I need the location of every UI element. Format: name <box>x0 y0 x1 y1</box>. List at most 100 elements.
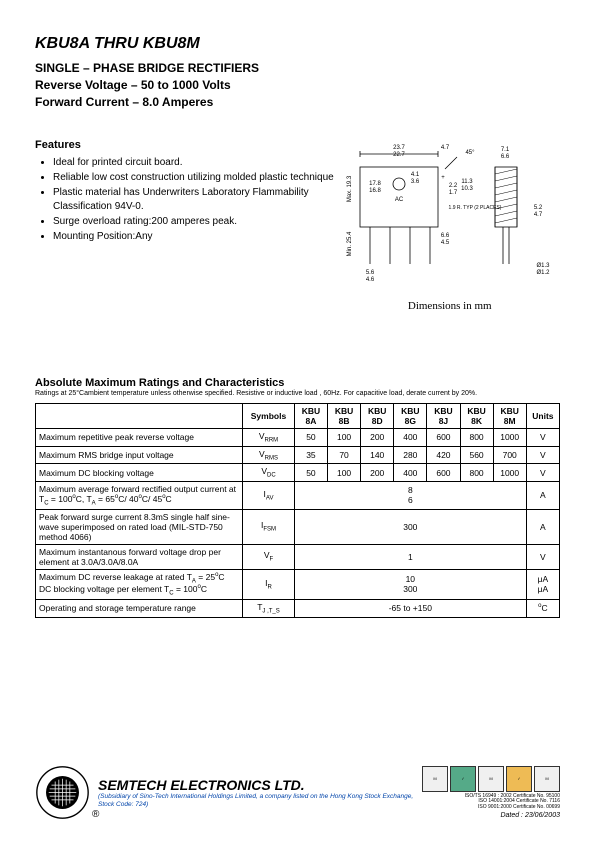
value-cell: 70 <box>328 446 361 464</box>
feature-item: Reliable low cost construction utilizing… <box>53 171 340 185</box>
unit-cell: V <box>526 446 559 464</box>
ratings-table: Symbols KBU 8A KBU 8B KBU 8D KBU 8G KBU … <box>35 403 560 618</box>
svg-text:17.8: 17.8 <box>369 181 381 187</box>
th-8a: KBU 8A <box>294 404 327 429</box>
symbol-cell: IR <box>243 569 295 599</box>
svg-text:6.6: 6.6 <box>501 154 510 160</box>
value-cell: 100 <box>328 464 361 482</box>
unit-cell: oC <box>526 600 559 618</box>
subtitle-2: Reverse Voltage – 50 to 1000 Volts <box>35 78 560 92</box>
value-cell: 600 <box>427 464 460 482</box>
svg-text:4.6: 4.6 <box>366 277 375 283</box>
features-section: Features Ideal for printed circuit board… <box>35 139 560 312</box>
symbol-cell: TJ ,T_S <box>243 600 295 618</box>
value-cell: 50 <box>294 429 327 447</box>
svg-text:4.1: 4.1 <box>411 172 420 178</box>
th-8j: KBU 8J <box>427 404 460 429</box>
svg-text:4.7: 4.7 <box>534 212 543 218</box>
svg-text:7.1: 7.1 <box>501 147 510 153</box>
svg-text:11.3: 11.3 <box>461 179 473 185</box>
svg-text:6.6: 6.6 <box>441 233 450 239</box>
th-blank <box>36 404 243 429</box>
svg-text:3.6: 3.6 <box>411 179 420 185</box>
value-cell: 800 <box>460 429 493 447</box>
svg-text:45°: 45° <box>465 150 475 156</box>
value-cell: 140 <box>361 446 394 464</box>
value-span-cell: 86 <box>294 482 526 510</box>
table-row: Maximum average forward rectified output… <box>36 482 560 510</box>
symbol-cell: VRMS <box>243 446 295 464</box>
company-logo-icon <box>35 765 90 820</box>
package-diagram: 23.7 22.7 4.7 45° 7.1 6.6 4.1 3.6 Max. 1… <box>340 139 561 312</box>
param-cell: Maximum RMS bridge input voltage <box>36 446 243 464</box>
svg-text:Ø1.2: Ø1.2 <box>536 270 550 276</box>
ratings-subtext: Ratings at 25°Cambient temperature unles… <box>35 390 560 397</box>
th-8d: KBU 8D <box>361 404 394 429</box>
unit-cell: A <box>526 482 559 510</box>
svg-text:2.2: 2.2 <box>449 183 458 189</box>
value-span-cell: 300 <box>294 509 526 544</box>
value-cell: 400 <box>394 429 427 447</box>
value-cell: 420 <box>427 446 460 464</box>
subtitle-1: SINGLE – PHASE BRIDGE RECTIFIERS <box>35 61 560 75</box>
value-cell: 700 <box>493 446 526 464</box>
svg-text:1.7: 1.7 <box>449 190 458 196</box>
th-units: Units <box>526 404 559 429</box>
table-row: Maximum instantanous forward voltage dro… <box>36 544 560 569</box>
value-cell: 200 <box>361 429 394 447</box>
param-cell: Maximum repetitive peak reverse voltage <box>36 429 243 447</box>
value-span-cell: -65 to +150 <box>294 600 526 618</box>
value-cell: 800 <box>460 464 493 482</box>
value-span-cell: 1 <box>294 544 526 569</box>
value-cell: 1000 <box>493 429 526 447</box>
param-cell: Peak forward surge current 8.3mS single … <box>36 509 243 544</box>
dimensions-label: Dimensions in mm <box>340 300 561 312</box>
symbol-cell: VDC <box>243 464 295 482</box>
page-title: KBU8A THRU KBU8M <box>35 35 560 53</box>
table-row: Maximum DC blocking voltageVDC5010020040… <box>36 464 560 482</box>
feature-item: Ideal for printed circuit board. <box>53 156 340 170</box>
th-8k: KBU 8K <box>460 404 493 429</box>
feature-item: Surge overload rating:200 amperes peak. <box>53 215 340 229</box>
table-row: Maximum repetitive peak reverse voltageV… <box>36 429 560 447</box>
th-8g: KBU 8G <box>394 404 427 429</box>
svg-text:5.2: 5.2 <box>534 205 543 211</box>
svg-text:16.8: 16.8 <box>369 188 381 194</box>
cert-badge-icon: ✓ <box>506 766 532 792</box>
value-cell: 100 <box>328 429 361 447</box>
param-cell: Maximum instantanous forward voltage dro… <box>36 544 243 569</box>
symbol-cell: IAV <box>243 482 295 510</box>
footer: SEMTECH ELECTRONICS LTD. (Subsidiary of … <box>35 765 560 820</box>
value-cell: 560 <box>460 446 493 464</box>
unit-cell: V <box>526 464 559 482</box>
value-cell: 280 <box>394 446 427 464</box>
svg-text:AC: AC <box>395 197 404 203</box>
table-row: Operating and storage temperature rangeT… <box>36 600 560 618</box>
th-8b: KBU 8B <box>328 404 361 429</box>
svg-text:23.7: 23.7 <box>393 145 405 151</box>
cert-badge-icon: M <box>422 766 448 792</box>
symbol-cell: VRRM <box>243 429 295 447</box>
svg-text:+: + <box>441 175 445 181</box>
table-row: Maximum DC reverse leakage at rated TA =… <box>36 569 560 599</box>
th-symbols: Symbols <box>243 404 295 429</box>
feature-item: Plastic material has Underwriters Labora… <box>53 186 340 214</box>
cert-badge-icon: M <box>478 766 504 792</box>
table-row: Peak forward surge current 8.3mS single … <box>36 509 560 544</box>
subtitle-3: Forward Current – 8.0 Amperes <box>35 95 560 109</box>
table-row: Maximum RMS bridge input voltageVRMS3570… <box>36 446 560 464</box>
cert-text-3: ISO 9001:2000 Certificate No. 00699 <box>420 805 560 811</box>
value-cell: 400 <box>394 464 427 482</box>
svg-text:Min. 25.4: Min. 25.4 <box>347 231 353 256</box>
svg-text:1.9 R. TYP (2 PLACES): 1.9 R. TYP (2 PLACES) <box>448 205 501 211</box>
company-name: SEMTECH ELECTRONICS LTD. <box>98 777 420 793</box>
ratings-heading: Absolute Maximum Ratings and Characteris… <box>35 377 560 389</box>
svg-text:5.6: 5.6 <box>366 270 375 276</box>
feature-item: Mounting Position:Any <box>53 230 340 244</box>
value-cell: 1000 <box>493 464 526 482</box>
svg-text:Ø1.3: Ø1.3 <box>536 263 550 269</box>
svg-text:4.5: 4.5 <box>441 240 450 246</box>
value-cell: 50 <box>294 464 327 482</box>
value-cell: 200 <box>361 464 394 482</box>
param-cell: Operating and storage temperature range <box>36 600 243 618</box>
